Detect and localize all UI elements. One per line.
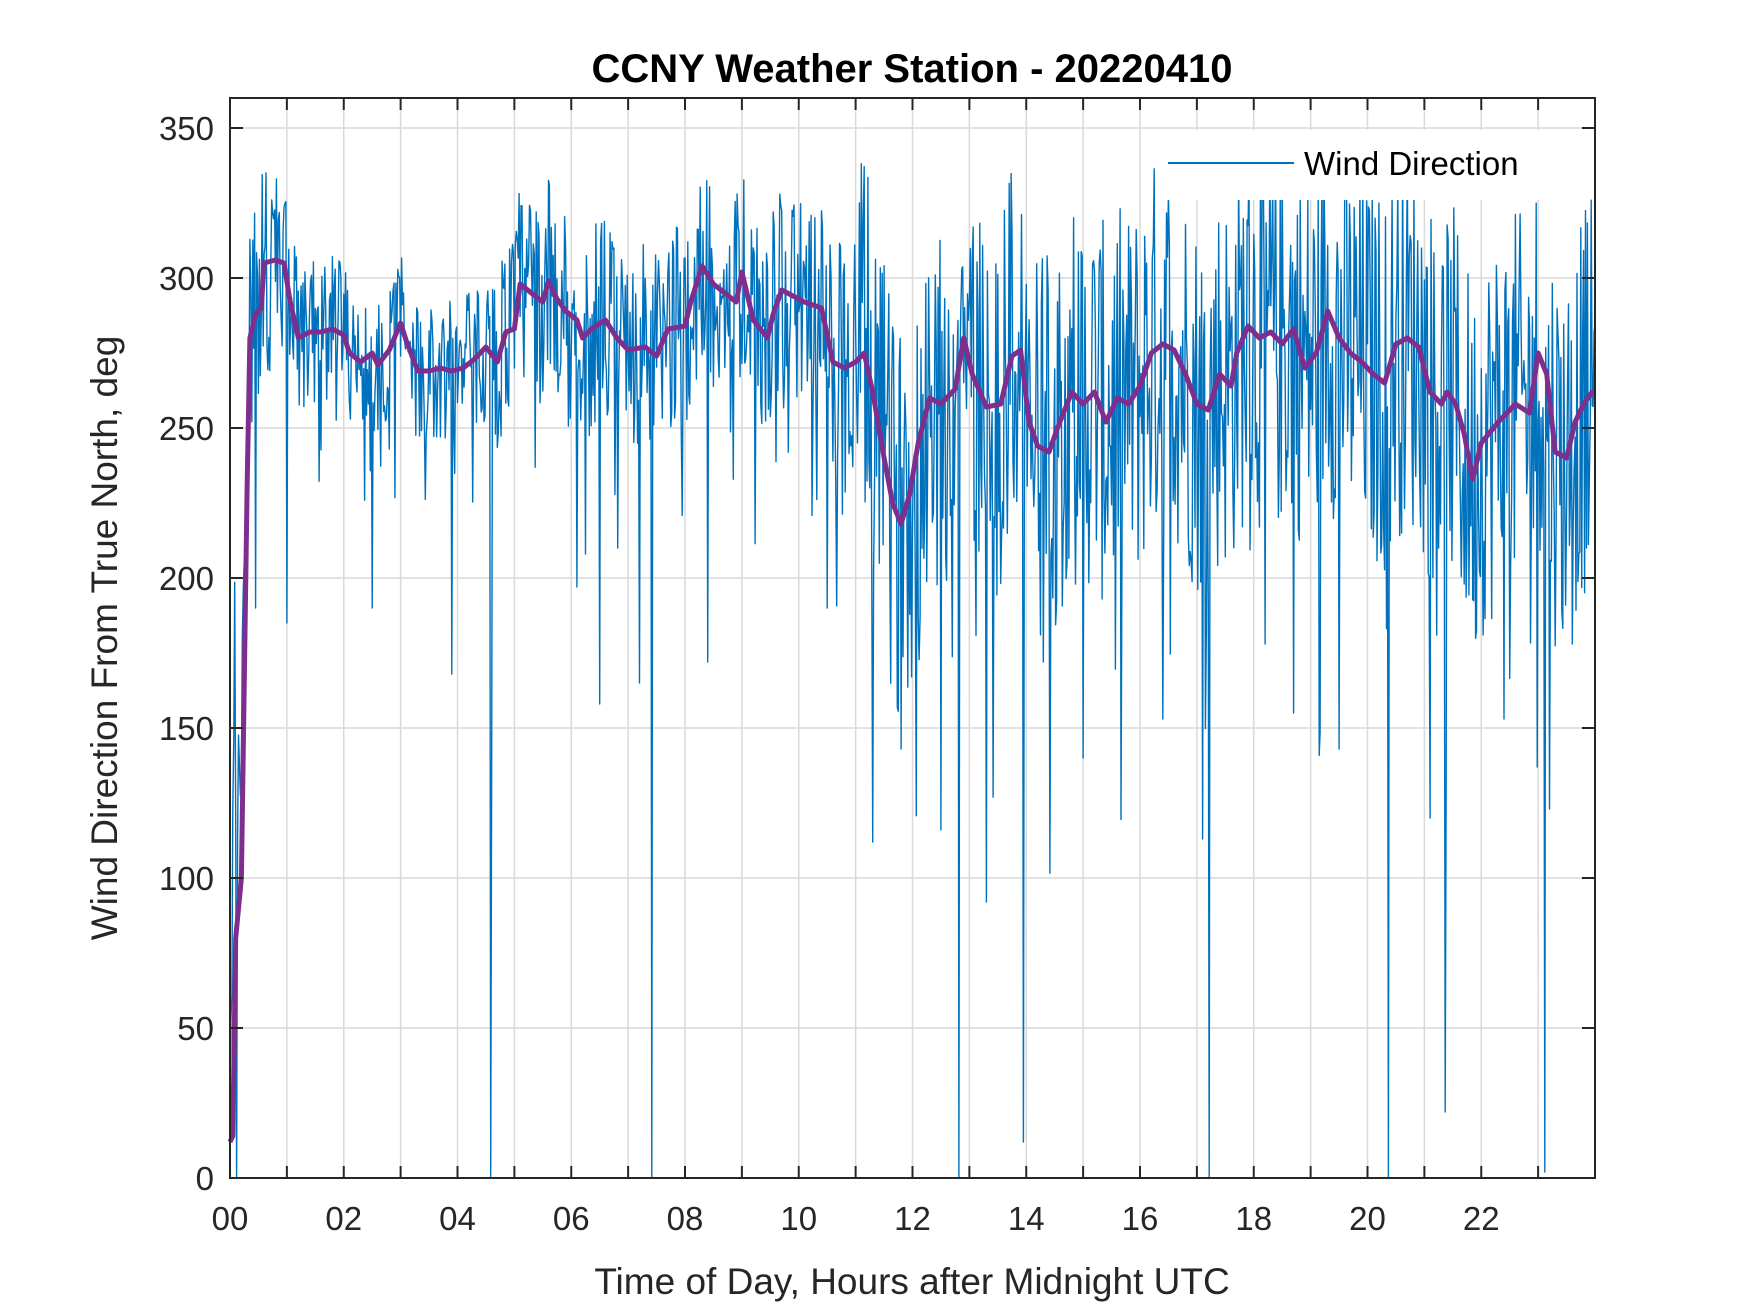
x-tick-label: 12 <box>894 1200 931 1237</box>
y-tick-label: 350 <box>159 110 214 147</box>
x-tick-label: 04 <box>439 1200 476 1237</box>
legend-box <box>1158 130 1574 200</box>
y-axis-label: Wind Direction From True North, deg <box>84 336 125 941</box>
x-tick-label: 08 <box>667 1200 704 1237</box>
series-wind-direction <box>229 145 1596 1179</box>
y-tick-label: 200 <box>159 560 214 597</box>
y-tick-label: 50 <box>177 1010 214 1047</box>
y-tick-label: 150 <box>159 710 214 747</box>
x-tick-label: 20 <box>1349 1200 1386 1237</box>
x-tick-label: 10 <box>780 1200 817 1237</box>
x-tick-label: 02 <box>325 1200 362 1237</box>
y-tick-label: 100 <box>159 860 214 897</box>
x-tick-label: 00 <box>212 1200 249 1237</box>
chart-title: CCNY Weather Station - 20220410 <box>592 47 1233 91</box>
x-tick-label: 16 <box>1122 1200 1159 1237</box>
axis-ticks: 00 02 04 06 08 10 12 14 16 18 20 22 0 50 100 150 200 250 3… <box>159 98 1595 1237</box>
y-tick-label: 250 <box>159 410 214 447</box>
y-tick-label: 300 <box>159 260 214 297</box>
x-tick-label: 18 <box>1235 1200 1272 1237</box>
series-running-mean <box>227 257 1595 1144</box>
x-axis-label: Time of Day, Hours after Midnight UTC <box>594 1261 1229 1302</box>
x-tick-label: 14 <box>1008 1200 1045 1237</box>
running-mean-line <box>227 257 1595 1144</box>
y-tick-label: 0 <box>196 1160 214 1197</box>
wind-direction-line <box>229 145 1596 1179</box>
x-tick-label: 22 <box>1463 1200 1500 1237</box>
x-tick-label: 06 <box>553 1200 590 1237</box>
legend-label-wind-direction: Wind Direction <box>1304 145 1519 182</box>
legend: Wind Direction <box>1158 130 1574 200</box>
